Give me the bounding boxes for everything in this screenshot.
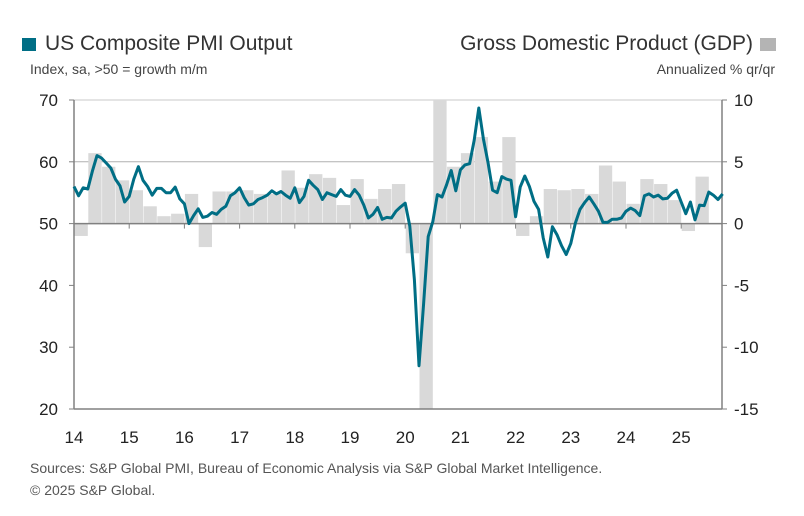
pmi-line [72, 106, 724, 368]
gdp-bar [557, 190, 571, 224]
gdp-bar [322, 177, 337, 224]
x-tick-label: 14 [65, 428, 84, 447]
gdp-bar [226, 191, 240, 224]
x-tick-label: 16 [175, 428, 194, 447]
x-tick-label: 18 [285, 428, 304, 447]
gdp-bar [640, 179, 654, 224]
gdp-bar [171, 213, 185, 224]
right-axis-unit: Annualized % qr/qr [656, 61, 775, 77]
right-tick-label: 0 [734, 215, 743, 234]
left-tick-label: 20 [39, 400, 58, 419]
gdp-bar [681, 223, 695, 232]
gdp-bar [460, 153, 475, 224]
x-tick-label: 22 [506, 428, 525, 447]
right-tick-label: -15 [734, 400, 759, 419]
x-tick-label: 21 [451, 428, 470, 447]
source-line: Sources: S&P Global PMI, Bureau of Econo… [30, 460, 603, 476]
x-tick-label: 17 [230, 428, 249, 447]
right-tick-label: -5 [734, 276, 749, 295]
gdp-bar [543, 188, 557, 224]
legend-pmi: US Composite PMI Output [22, 32, 292, 56]
legend-gdp: Gross Domestic Product (GDP) [460, 32, 776, 56]
left-tick-label: 50 [39, 215, 58, 234]
gdp-bar [198, 223, 212, 248]
left-axis-unit: Index, sa, >50 = growth m/m [30, 61, 208, 77]
x-tick-label: 15 [120, 428, 139, 447]
legend-gdp-label: Gross Domestic Product (GDP) [460, 32, 753, 55]
gdp-bar [585, 193, 599, 224]
gdp-bar [74, 223, 88, 236]
x-tick-label: 24 [617, 428, 636, 447]
gdp-bar [419, 223, 433, 409]
gdp-bar [143, 206, 157, 224]
gdp-bar [474, 137, 488, 224]
left-tick-label: 70 [39, 91, 58, 110]
x-tick-label: 23 [561, 428, 580, 447]
gdp-bar [129, 190, 143, 224]
gdp-bar [598, 165, 613, 224]
gdp-bar [267, 193, 281, 224]
left-tick-label: 60 [39, 153, 58, 172]
gdp-bar [157, 216, 171, 224]
gdp-bar [529, 216, 544, 224]
right-tick-label: -10 [734, 338, 759, 357]
gdp-bar [571, 188, 585, 224]
gdp-bar [667, 200, 682, 224]
gdp-swatch-icon [760, 37, 776, 51]
gdp-bar [336, 205, 350, 224]
x-tick-label: 25 [672, 428, 691, 447]
left-tick-label: 40 [39, 276, 58, 295]
gdp-bar [654, 184, 668, 224]
right-tick-label: 10 [734, 91, 753, 110]
pmi-swatch-icon [22, 37, 36, 51]
gdp-bar [516, 223, 530, 236]
gdp-bar [115, 180, 130, 224]
gdp-bar [612, 181, 626, 224]
left-tick-label: 30 [39, 338, 58, 357]
gdp-bar [102, 166, 116, 224]
legend-pmi-label: US Composite PMI Output [45, 32, 293, 55]
source-note: Sources: S&P Global PMI, Bureau of Econo… [30, 457, 602, 501]
x-tick-label: 19 [341, 428, 360, 447]
copyright-line: © 2025 S&P Global. [30, 482, 156, 498]
right-tick-label: 5 [734, 153, 743, 172]
x-tick-label: 20 [396, 428, 415, 447]
